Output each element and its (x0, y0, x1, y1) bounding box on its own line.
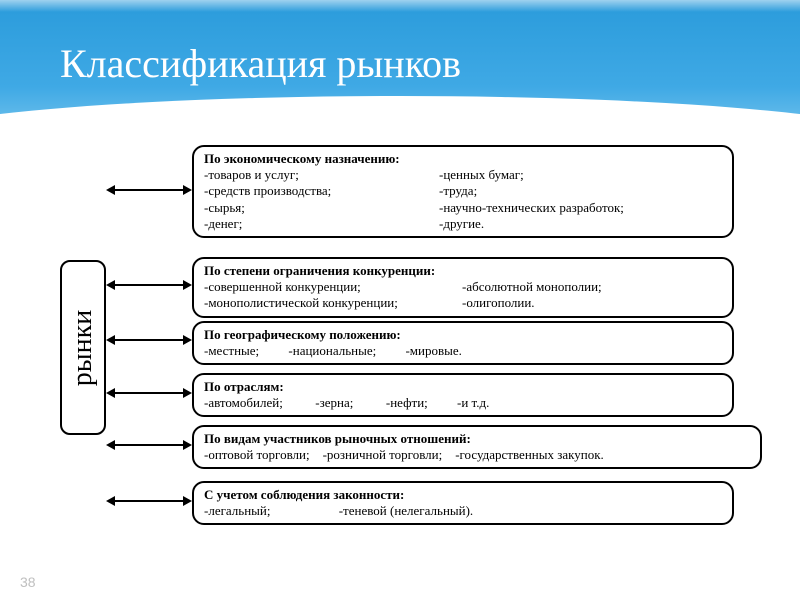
arrow-left-icon (106, 335, 115, 345)
slide-number: 38 (20, 574, 36, 590)
arrow-right-icon (183, 440, 192, 450)
root-node: рынки (60, 260, 106, 435)
box-title: С учетом соблюдения законности: (204, 487, 722, 503)
arrow-right-icon (183, 335, 192, 345)
category-box-0: По экономическому назначению:-товаров и … (192, 145, 734, 238)
arrow-right-icon (183, 185, 192, 195)
arrow-right-icon (183, 388, 192, 398)
category-box-5: С учетом соблюдения законности:-легальны… (192, 481, 734, 525)
box-row: -легальный; -теневой (нелегальный). (204, 503, 722, 519)
box-title: По географическому положению: (204, 327, 722, 343)
connector-line (115, 500, 183, 502)
category-box-4: По видам участников рыночных отношений:-… (192, 425, 762, 469)
arrow-left-icon (106, 388, 115, 398)
arrow-left-icon (106, 496, 115, 506)
box-title: По отраслям: (204, 379, 722, 395)
connector-line (115, 339, 183, 341)
arrow-left-icon (106, 185, 115, 195)
slide-title: Классификация рынков (0, 0, 800, 87)
box-row: -совершенной конкуренции;-абсолютной мон… (204, 279, 722, 295)
category-box-1: По степени ограничения конкуренции:-сове… (192, 257, 734, 318)
category-box-2: По географическому положению:-местные; -… (192, 321, 734, 365)
root-label: рынки (67, 309, 99, 385)
arrow-left-icon (106, 440, 115, 450)
connector-line (115, 284, 183, 286)
connector-line (115, 189, 183, 191)
connector-line (115, 444, 183, 446)
box-row: -средств производства;-труда; (204, 183, 722, 199)
connector-line (115, 392, 183, 394)
box-row: -денег;-другие. (204, 216, 722, 232)
category-box-3: По отраслям:-автомобилей; -зерна; -нефти… (192, 373, 734, 417)
box-title: По экономическому назначению: (204, 151, 722, 167)
box-title: По видам участников рыночных отношений: (204, 431, 750, 447)
arrow-left-icon (106, 280, 115, 290)
box-row: -автомобилей; -зерна; -нефти; -и т.д. (204, 395, 722, 411)
box-row: -местные; -национальные; -мировые. (204, 343, 722, 359)
box-row: -оптовой торговли; -розничной торговли; … (204, 447, 750, 463)
box-row: -сырья;-научно-технических разработок; (204, 200, 722, 216)
arrow-right-icon (183, 280, 192, 290)
box-row: -товаров и услуг;-ценных бумаг; (204, 167, 722, 183)
diagram-content: рынки По экономическому назначению:-това… (0, 145, 800, 600)
box-title: По степени ограничения конкуренции: (204, 263, 722, 279)
slide-header: Классификация рынков (0, 0, 800, 145)
box-row: -монополистической конкуренции;-олигопол… (204, 295, 722, 311)
arrow-right-icon (183, 496, 192, 506)
